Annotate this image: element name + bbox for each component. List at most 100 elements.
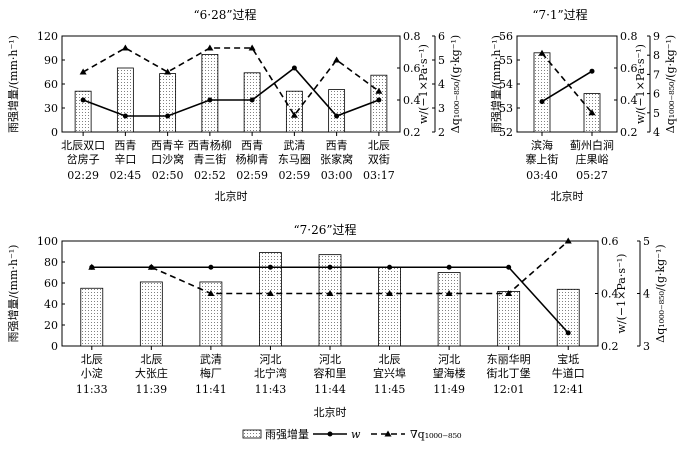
w-point	[208, 264, 214, 270]
q-point	[121, 44, 129, 51]
w-point	[267, 264, 273, 270]
x-category-line1: 河北	[319, 353, 341, 366]
w-axis-tick-label: 0.6	[601, 235, 619, 248]
x-category-line2: 梅厂	[200, 366, 222, 380]
left-axis-title: 雨强增量/(mm·h⁻¹)	[6, 245, 20, 343]
x-category-line1: 河北	[438, 353, 460, 366]
w-axis-tick-label: 0.6	[403, 62, 421, 75]
x-category-line1: 北辰	[81, 353, 103, 366]
q-point	[206, 44, 214, 51]
w-axis-title: w/(−1×Pa·s⁻¹)	[634, 44, 647, 124]
left-tick-label: 52	[499, 126, 513, 139]
rain-bar	[80, 287, 104, 347]
w-point	[334, 113, 340, 119]
x-category-line2: 寨上街	[526, 152, 559, 166]
x-category-time: 11:41	[195, 383, 227, 396]
x-category-line2: 北宁湾	[254, 366, 287, 380]
q-series-line	[541, 52, 593, 114]
w-series-line	[82, 66, 380, 117]
left-tick-label: 56	[499, 30, 513, 43]
w-axis-tick-label: 0.8	[620, 30, 638, 43]
q-axis-title: Δq₁₀₀₀₋₈₅₀/(g·kg⁻¹)	[654, 244, 667, 342]
x-category-line2: 街北丁堡	[487, 366, 531, 380]
chart-title: “7·1”过程	[532, 7, 587, 22]
x-category-line2: 容和里	[314, 366, 347, 380]
q-point	[266, 290, 274, 296]
q-axis-title: Δq₁₀₀₀₋₈₅₀/(g·kg⁻¹)	[449, 35, 462, 133]
x-category-time: 02:59	[279, 169, 311, 182]
legend-q-label: ∇q₁₀₀₀₋₈₅₀	[410, 428, 462, 441]
x-category-time: 02:59	[236, 169, 268, 182]
legend-bar-label: 雨强增量	[265, 427, 309, 441]
legend-bar-swatch	[242, 429, 262, 439]
q-axis-tick-label: 4	[438, 78, 445, 91]
x-category-line1: 宝坻	[557, 352, 579, 366]
x-category-time: 02:50	[152, 169, 184, 182]
w-point	[291, 65, 297, 71]
legend-w-marker	[327, 431, 333, 437]
x-category-time: 12:41	[552, 383, 584, 396]
q-point	[290, 111, 298, 118]
q-axis-tick-label: 8	[653, 49, 660, 62]
x-axis-title: 北京时	[551, 189, 584, 203]
x-category-time: 11:44	[314, 383, 346, 396]
q-point	[333, 56, 341, 63]
left-tick-label: 54	[499, 78, 513, 91]
left-tick-label: 20	[44, 319, 58, 332]
x-axis-title: 北京时	[314, 405, 347, 419]
chart-3: “7·26”过程 0 20 40 60 80 100 0.2 0.4 0.6 3 4 5 雨强增量/(mm…	[6, 222, 667, 419]
x-category-line2: 东马圈	[278, 153, 311, 166]
rain-bar	[74, 90, 92, 133]
legend-w-label: w	[351, 428, 361, 441]
x-category-time: 11:33	[76, 383, 108, 396]
chart-title: “7·26”过程	[294, 222, 357, 237]
w-axis-title: w/(−1×Pa·s⁻¹)	[615, 254, 628, 334]
rain-bar	[437, 272, 461, 347]
w-point	[249, 97, 255, 103]
q-axis-tick-label: 5	[643, 235, 650, 248]
left-tick-label: 60	[44, 78, 58, 91]
x-category-line1: 武清	[283, 139, 305, 152]
q-axis-tick-label: 6	[653, 88, 660, 101]
x-category-line1: 北辰	[379, 353, 401, 366]
q-axis-tick-label: 5	[438, 54, 445, 67]
x-category-line1: 西青	[326, 139, 348, 152]
q-axis-tick-label: 4	[643, 288, 650, 301]
x-category-line1: 西青	[241, 139, 263, 152]
q-point	[207, 290, 215, 296]
x-category-line2: 望海楼	[433, 366, 466, 380]
rain-bar	[497, 290, 521, 347]
rain-bar	[116, 67, 134, 133]
q-point	[375, 87, 383, 94]
legend: 雨强增量 w ∇q₁₀₀₀₋₈₅₀	[242, 427, 462, 441]
x-category-line2: 宜兴埠	[373, 366, 406, 380]
left-tick-label: 60	[44, 277, 58, 290]
w-point	[376, 97, 382, 103]
chart-1: “6·28”过程 0 30 60 90 120 0.2 0.4 0.6 0.8 2 3 4 5 6 雨强增量/…	[6, 7, 462, 203]
x-category-line1: 东丽华明	[487, 352, 531, 366]
x-category-time: 12:01	[493, 383, 525, 396]
x-category-line1: 滨海	[531, 138, 553, 152]
left-tick-label: 53	[499, 102, 513, 115]
rain-bar	[556, 288, 580, 347]
q-point	[588, 109, 596, 116]
w-axis-tick-label: 0.8	[403, 30, 421, 43]
x-category-time: 03:00	[321, 169, 353, 182]
q-point	[445, 290, 453, 296]
q-point	[79, 68, 87, 75]
x-category-line2: 双街	[368, 152, 390, 166]
w-point	[539, 99, 545, 105]
q-axis-tick-label: 5	[653, 107, 660, 120]
w-axis-tick-label: 0.6	[620, 62, 638, 75]
x-category-line1: 北辰双口	[61, 139, 105, 152]
x-category-line2: 小淀	[81, 366, 103, 380]
w-point	[589, 68, 595, 74]
x-axis-title: 北京时	[215, 189, 248, 203]
x-category-line2: 大张庄	[135, 366, 168, 380]
x-category-time: 02:52	[194, 169, 226, 182]
x-category-time: 03:40	[526, 169, 558, 182]
left-axis-title: 雨强增量/(mm·h⁻¹)	[489, 35, 503, 133]
x-category-time: 05:27	[576, 169, 608, 182]
x-category-line2: 杨柳青	[236, 152, 269, 166]
